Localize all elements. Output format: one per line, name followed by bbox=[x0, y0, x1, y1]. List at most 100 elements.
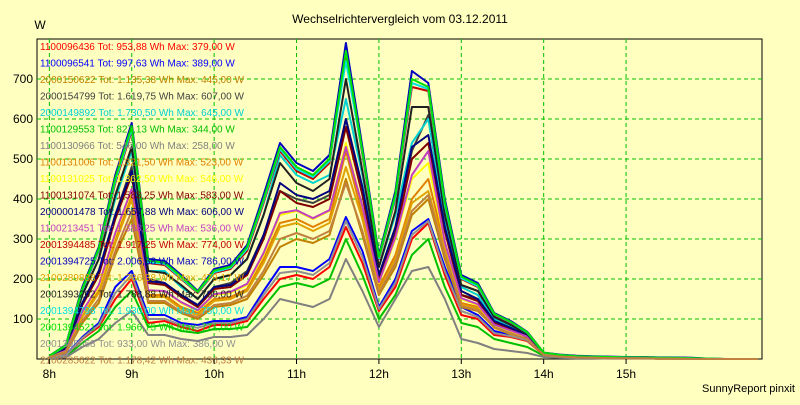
axes: 100 200 300 400 500 600 700 8h 9h 10h 11h 12h 13h 14h… bbox=[13, 72, 636, 381]
legend-total-label: Tot: bbox=[96, 92, 118, 103]
legend-unit: W bbox=[232, 356, 245, 367]
series-lines bbox=[48, 42, 758, 360]
y-axis-label: W bbox=[34, 18, 46, 32]
legend-series-name: 1100096541 bbox=[40, 59, 95, 70]
legend-entry-1100130966: 1100130966 Tot: 546,00 Wh Max: 258,00 W bbox=[40, 141, 235, 152]
y-tick-label: 100 bbox=[13, 312, 33, 326]
legend-unit: W bbox=[232, 323, 245, 334]
legend-total-label: Tot: bbox=[95, 224, 117, 235]
legend-unit: W bbox=[223, 125, 236, 136]
legend-max-value: 607,00 bbox=[201, 92, 232, 103]
legend-unit: W bbox=[223, 141, 236, 152]
grid bbox=[36, 38, 763, 360]
legend-entry-1100131074: 1100131074 Tot: 1.583,25 Wh Max: 583,00 … bbox=[40, 191, 244, 202]
legend-max-label: Wh Max: bbox=[155, 191, 200, 202]
legend-unit: W bbox=[223, 339, 236, 350]
legend-max-label: Wh Max: bbox=[156, 356, 201, 367]
x-tick-label: 10h bbox=[204, 367, 224, 381]
legend-max-value: 771,00 bbox=[201, 323, 232, 334]
legend-max-value: 379,00 bbox=[192, 42, 223, 53]
legend-max-value: 583,00 bbox=[200, 191, 231, 202]
legend-entry-1100213451: 1100213451 Tot: 1.388,25 Wh Max: 536,00 … bbox=[40, 224, 244, 235]
x-tick-label: 14h bbox=[534, 367, 554, 381]
legend-total-value: 1.619,75 bbox=[117, 92, 156, 103]
legend-max-value: 606,00 bbox=[201, 207, 232, 218]
legend-unit: W bbox=[231, 174, 244, 185]
legend-series-name: 2001395658 bbox=[40, 339, 96, 350]
legend-total-value: 933,00 bbox=[117, 339, 148, 350]
legend-series-name: 2001394485 bbox=[40, 240, 96, 251]
legend-series-name: 2001394798 bbox=[40, 306, 96, 317]
legend-total-label: Tot: bbox=[95, 191, 117, 202]
legend-series-name: 2000149892 bbox=[40, 108, 96, 119]
legend-max-value: 386,00 bbox=[193, 339, 224, 350]
legend-total-label: Tot: bbox=[96, 273, 118, 284]
legend-max-value: 750,00 bbox=[201, 306, 232, 317]
legend-total-value: 997,63 bbox=[116, 59, 147, 70]
legend-series-name: 2100289888 bbox=[40, 273, 96, 284]
legend-entry-1100129553: 1100129553 Tot: 827,13 Wh Max: 344,00 W bbox=[40, 125, 235, 136]
legend-series-name: 2100285622 bbox=[40, 356, 96, 367]
legend-max-value: 546,00 bbox=[200, 174, 231, 185]
legend-series-name: 1100130966 bbox=[40, 141, 95, 152]
legend-series-name: 2000150622 bbox=[40, 75, 96, 86]
legend-max-label: Wh Max: bbox=[155, 158, 200, 169]
legend-max-label: Wh Max: bbox=[156, 257, 201, 268]
legend-unit: W bbox=[231, 158, 244, 169]
legend-unit: W bbox=[231, 224, 244, 235]
legend-entry-2100289888: 2100289888 Tot: 1.286,38 Wh Max: 479,17 … bbox=[40, 273, 244, 284]
legend-total-label: Tot: bbox=[96, 290, 118, 301]
legend-unit: W bbox=[232, 92, 245, 103]
legend-max-label: Wh Max: bbox=[148, 339, 193, 350]
y-tick-label: 200 bbox=[13, 272, 33, 286]
legend-max-label: Wh Max: bbox=[156, 108, 201, 119]
footer-credit: SunnyReport pinxit bbox=[702, 383, 795, 395]
legend: 1100096436 Tot: 953,88 Wh Max: 379,00 W1… bbox=[40, 42, 244, 367]
legend-series-name: 1100129553 bbox=[40, 125, 95, 136]
legend-max-value: 479,17 bbox=[201, 273, 232, 284]
legend-total-label: Tot: bbox=[96, 306, 118, 317]
x-tick-label: 9h bbox=[125, 367, 138, 381]
y-tick-label: 700 bbox=[13, 72, 33, 86]
legend-unit: W bbox=[232, 75, 245, 86]
legend-total-label: Tot: bbox=[95, 42, 117, 53]
legend-series-name: 1100213451 bbox=[40, 224, 95, 235]
legend-max-value: 786,00 bbox=[201, 257, 232, 268]
x-tick-label: 15h bbox=[616, 367, 636, 381]
legend-max-label: Wh Max: bbox=[156, 273, 201, 284]
legend-total-value: 546,00 bbox=[116, 141, 147, 152]
legend-total-label: Tot: bbox=[95, 125, 117, 136]
legend-max-label: Wh Max: bbox=[155, 224, 200, 235]
legend-unit: W bbox=[231, 191, 244, 202]
legend-series-name: 2001393202 bbox=[40, 290, 96, 301]
legend-max-label: Wh Max: bbox=[156, 323, 201, 334]
legend-series-name: 2000154799 bbox=[40, 92, 96, 103]
legend-max-value: 645,00 bbox=[201, 108, 232, 119]
legend-entry-2001394725: 2001394725 Tot: 2.006,38 Wh Max: 786,00 … bbox=[40, 257, 244, 268]
legend-max-label: Wh Max: bbox=[156, 290, 201, 301]
legend-entry-2000154799: 2000154799 Tot: 1.619,75 Wh Max: 607,00 … bbox=[40, 92, 244, 103]
legend-max-label: Wh Max: bbox=[156, 306, 201, 317]
legend-max-value: 536,00 bbox=[200, 224, 231, 235]
legend-max-value: 344,00 bbox=[192, 125, 223, 136]
legend-max-label: Wh Max: bbox=[147, 125, 192, 136]
legend-total-label: Tot: bbox=[96, 108, 118, 119]
legend-max-value: 523,00 bbox=[200, 158, 231, 169]
y-tick-label: 400 bbox=[13, 192, 33, 206]
legend-total-value: 1.966,75 bbox=[117, 323, 156, 334]
legend-total-value: 1.917,25 bbox=[117, 240, 156, 251]
legend-total-value: 827,13 bbox=[116, 125, 147, 136]
legend-total-label: Tot: bbox=[96, 323, 118, 334]
legend-total-label: Tot: bbox=[96, 75, 118, 86]
legend-total-value: 1.583,25 bbox=[116, 191, 155, 202]
legend-total-value: 1.730,50 bbox=[117, 108, 156, 119]
legend-total-value: 1.178,42 bbox=[117, 356, 156, 367]
y-tick-label: 300 bbox=[13, 232, 33, 246]
legend-entry-2000001478: 2000001478 Tot: 1.657,88 Wh Max: 606,00 … bbox=[40, 207, 244, 218]
legend-total-label: Tot: bbox=[96, 356, 118, 367]
legend-entry-2001393202: 2001393202 Tot: 1.788,88 Wh Max: 700,00 … bbox=[40, 290, 244, 301]
legend-total-label: Tot: bbox=[95, 141, 117, 152]
legend-total-value: 953,88 bbox=[116, 42, 147, 53]
